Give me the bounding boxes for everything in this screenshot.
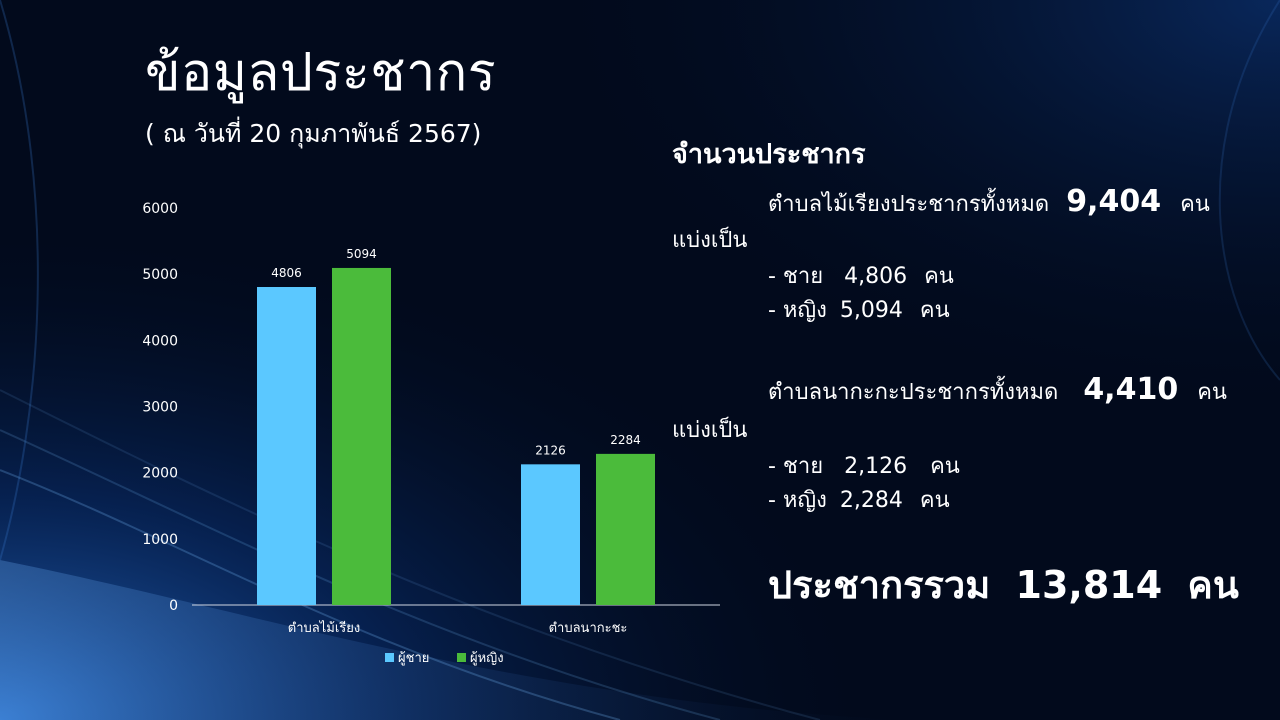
group-2-male-line: - ชาย 2,126 คน: [768, 448, 960, 483]
group-1-female-label: - หญิง: [768, 298, 827, 323]
group-1-male-label: - ชาย: [768, 264, 824, 289]
grand-total-unit: คน: [1187, 563, 1239, 607]
y-tick-label: 2000: [142, 466, 178, 482]
y-tick-label: 1000: [142, 532, 178, 548]
x-tick-label: ตำบลนากะชะ: [549, 621, 628, 636]
data-label: 2284: [610, 433, 641, 447]
slide-title: ข้อมูลประชากร: [145, 43, 497, 103]
legend-swatch: [385, 653, 394, 662]
y-tick-label: 3000: [142, 400, 178, 416]
group-2-female-unit: คน: [919, 488, 950, 513]
y-tick-label: 6000: [142, 201, 178, 217]
slide-subtitle: ( ณ วันที่ 20 กุมภาพันธ์ 2567): [145, 119, 482, 148]
summary-heading: จำนวนประชากร: [672, 139, 866, 170]
group-1-male-value: 4,806: [844, 264, 908, 289]
group-2-male-unit: คน: [930, 454, 960, 479]
x-tick-label: ตำบลไม้เรียง: [288, 620, 360, 636]
y-tick-label: 0: [169, 598, 178, 614]
bar: [257, 287, 316, 605]
group-2-total-value: 4,410: [1083, 372, 1179, 407]
bar: [332, 267, 391, 605]
group-1-divided-label: แบ่งเป็น: [672, 228, 748, 253]
group-2-total-text: ตำบลนากะกะประชากรทั้งหมด: [768, 380, 1059, 405]
y-tick-label: 4000: [142, 333, 178, 349]
group-2-female-label: - หญิง: [768, 488, 827, 513]
group-2-male-value: 2,126: [844, 454, 908, 479]
group-1-total-text: ตำบลไม้เรียงประชากรทั้งหมด: [768, 192, 1050, 217]
population-bar-chart: 0 1000 2000 3000 4000 5000 6000 4806 5094 ตำบลไม้…: [142, 201, 720, 666]
legend-swatch: [457, 653, 466, 662]
data-label: 4806: [271, 266, 302, 280]
bar: [596, 453, 655, 605]
group-2-male-label: - ชาย: [768, 454, 824, 479]
bar: [521, 464, 580, 605]
group-2-total-unit: คน: [1197, 380, 1227, 405]
y-tick-label: 5000: [142, 267, 178, 283]
data-label: 5094: [346, 247, 377, 261]
group-1-total-unit: คน: [1180, 192, 1210, 217]
group-2-female-line: - หญิง 2,284 คน: [768, 482, 950, 517]
group-1-female-line: - หญิง 5,094 คน: [768, 292, 950, 327]
legend-label: ผู้ชาย: [398, 651, 429, 666]
group-1-total-value: 9,404: [1066, 184, 1162, 219]
group-1-male-line: - ชาย 4,806 คน: [768, 258, 954, 293]
group-2-total-line: ตำบลนากะกะประชากรทั้งหมด 4,410 คน: [768, 372, 1227, 409]
group-1-female-unit: คน: [919, 298, 950, 323]
group-1-female-value: 5,094: [839, 298, 903, 323]
grand-total-line: ประชากรรวม 13,814 คน: [768, 554, 1239, 615]
group-1-male-unit: คน: [924, 264, 954, 289]
grand-total-label: ประชากรรวม: [768, 563, 991, 607]
group-1-total-line: ตำบลไม้เรียงประชากรทั้งหมด 9,404 คน: [768, 184, 1210, 221]
group-2-divided-label: แบ่งเป็น: [672, 418, 748, 443]
group-2-female-value: 2,284: [839, 488, 903, 513]
legend-label: ผู้หญิง: [470, 651, 504, 666]
grand-total-value: 13,814: [1015, 563, 1163, 607]
data-label: 2126: [535, 443, 566, 457]
